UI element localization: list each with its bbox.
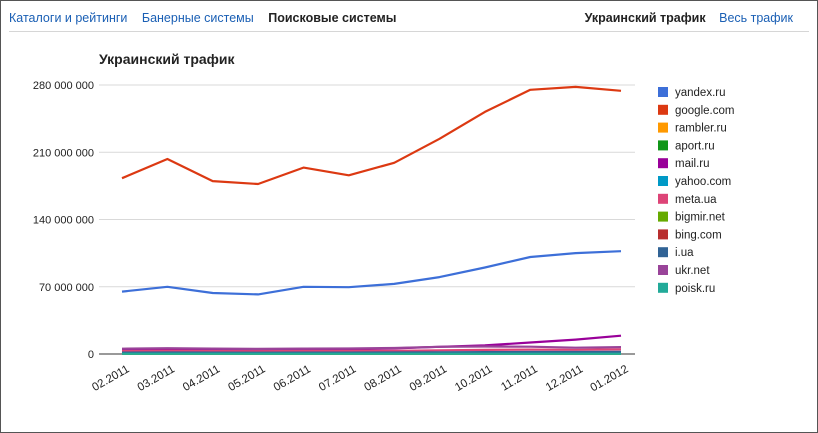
y-tick-label: 280 000 000 — [33, 80, 94, 92]
legend-label: poisk.ru — [675, 283, 715, 295]
legend-label: i.ua — [675, 247, 694, 259]
x-tick-label: 08.2011 — [362, 363, 403, 394]
legend-label: bigmir.net — [675, 212, 726, 224]
tab-banner-systems[interactable]: Банерные системы — [141, 11, 254, 25]
x-tick-label: 03.2011 — [136, 363, 177, 394]
legend-swatch — [658, 247, 668, 258]
tab-all-traffic[interactable]: Весь трафик — [719, 11, 793, 25]
x-tick-label: 05.2011 — [226, 363, 267, 394]
y-tick-label: 140 000 000 — [33, 215, 94, 227]
y-tick-label: 70 000 000 — [39, 282, 94, 294]
legend-label: yandex.ru — [675, 87, 726, 99]
legend-label: google.com — [675, 105, 734, 117]
legend-label: yahoo.com — [675, 176, 731, 188]
y-tick-label: 210 000 000 — [33, 147, 94, 159]
x-tick-label: 04.2011 — [181, 363, 222, 394]
legend-swatch — [658, 87, 668, 97]
x-tick-label: 06.2011 — [272, 363, 313, 394]
legend-swatch — [658, 193, 668, 204]
series-line-ukr-net — [121, 345, 622, 350]
legend-label: bing.com — [675, 229, 722, 241]
traffic-tabs: Украинский трафик Весь трафик — [575, 11, 793, 25]
source-tabs: Каталоги и рейтинги Банерные системы Пои… — [9, 11, 407, 25]
x-tick-label: 07.2011 — [317, 363, 358, 394]
legend-swatch — [658, 176, 668, 186]
x-tick-label: 09.2011 — [408, 363, 449, 394]
legend-label: mail.ru — [675, 158, 710, 170]
chart-title: Украинский трафик — [99, 51, 236, 67]
tab-search-engines[interactable]: Поисковые системы — [268, 11, 397, 25]
x-tick-label: 01.2012 — [588, 363, 630, 394]
legend-swatch — [658, 104, 668, 115]
x-tick-label: 02.2011 — [90, 363, 131, 394]
y-tick-label: 0 — [88, 349, 94, 361]
legend-label: aport.ru — [675, 140, 715, 152]
series-line-meta-ua — [121, 348, 622, 353]
tab-catalogs[interactable]: Каталоги и рейтинги — [9, 11, 128, 25]
tab-ukrainian-traffic[interactable]: Украинский трафик — [584, 11, 706, 25]
x-tick-label: 12.2011 — [544, 363, 585, 394]
tabs-divider — [9, 31, 809, 32]
series-line-i-ua — [121, 350, 622, 354]
legend-swatch — [658, 229, 668, 240]
legend-swatch — [658, 158, 668, 169]
line-chart: Украинский трафик 0 70 000 000 140 000 000 2… — [33, 51, 735, 394]
series-line-yandex-ru — [121, 250, 622, 296]
legend-label: ukr.net — [675, 265, 710, 277]
legend-label: meta.ua — [675, 194, 717, 206]
legend-label: rambler.ru — [675, 123, 727, 135]
series-line-google-com — [121, 85, 622, 186]
legend-swatch — [658, 140, 668, 151]
legend-swatch — [658, 122, 668, 133]
legend-swatch — [658, 211, 668, 222]
x-tick-label: 10.2011 — [453, 363, 494, 394]
x-tick-label: 11.2011 — [499, 363, 540, 393]
legend-swatch — [658, 265, 668, 275]
legend-swatch — [658, 282, 668, 293]
